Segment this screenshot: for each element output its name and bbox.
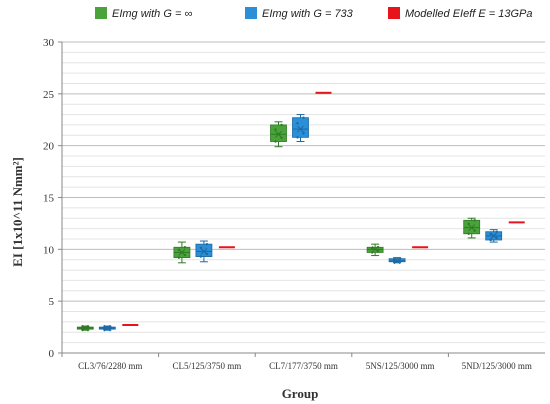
box-body <box>195 243 213 257</box>
data-point <box>302 116 305 119</box>
axes: 0 5 10 15 20 25 30 CL3/76/2280 mm CL5/125/3750 m… <box>43 37 545 371</box>
data-point <box>177 256 181 259</box>
mean-marker <box>81 324 89 332</box>
box-1-0 <box>98 324 116 332</box>
data-point <box>81 326 84 329</box>
data-point <box>177 248 181 252</box>
legend: EImg with G = ∞ EImg with G = 733 Modelled… <box>95 7 533 20</box>
data-point <box>376 246 380 249</box>
box-0-2 <box>270 121 287 148</box>
legend-label: EImg with G = 733 <box>262 8 354 20</box>
data-point <box>467 222 470 226</box>
box-1-4 <box>485 229 503 243</box>
data-point <box>103 326 106 329</box>
data-point <box>495 236 498 240</box>
data-point <box>205 252 209 256</box>
box-body <box>270 124 287 142</box>
x-tick-label: CL5/125/3750 mm <box>173 361 242 371</box>
data-point <box>370 251 374 254</box>
data-point <box>199 255 203 258</box>
box-1-2 <box>292 114 309 143</box>
legend-swatch <box>245 7 257 19</box>
mean-marker <box>468 224 476 231</box>
data-point <box>370 247 374 250</box>
x-tick-label: CL7/177/3750 mm <box>269 361 338 371</box>
data-point <box>183 246 187 249</box>
y-tick-label: 10 <box>43 244 55 256</box>
legend-label: Modelled EIeff E = 13GPa <box>405 8 533 20</box>
y-tick-label: 30 <box>43 37 55 49</box>
data-point <box>274 140 277 143</box>
data-point <box>280 123 283 127</box>
data-point <box>467 232 470 235</box>
x-axis-title: Group <box>282 386 319 401</box>
box-1-3 <box>388 257 406 265</box>
data-point <box>473 219 476 222</box>
y-tick-label: 0 <box>49 348 55 360</box>
data-point <box>398 257 402 260</box>
data-point <box>296 122 299 125</box>
data-point <box>87 325 90 329</box>
data-marks <box>76 91 525 332</box>
data-point <box>296 136 299 139</box>
data-point <box>205 242 209 246</box>
legend-swatch <box>95 7 107 19</box>
mean-marker <box>297 125 304 133</box>
data-point <box>392 260 396 263</box>
box-0-3 <box>366 243 384 257</box>
data-point <box>280 136 283 140</box>
data-point <box>376 249 380 253</box>
data-point <box>274 128 277 131</box>
box-0-4 <box>463 217 481 239</box>
data-point <box>302 132 305 135</box>
data-point <box>398 260 402 263</box>
x-tick-label: 5NS/125/3000 mm <box>366 361 435 371</box>
data-point <box>109 325 112 329</box>
box-body <box>292 117 309 138</box>
box-1-1 <box>195 240 213 263</box>
y-tick-label: 20 <box>43 141 55 153</box>
box-0-1 <box>173 241 191 264</box>
y-tick-label: 15 <box>43 193 55 205</box>
legend-label: EImg with G = ∞ <box>112 8 192 20</box>
data-point <box>392 258 396 261</box>
data-point <box>495 230 498 233</box>
y-axis-title: EI [1x10^11 Nmm²] <box>10 157 25 267</box>
data-point <box>199 246 203 249</box>
y-tick-label: 25 <box>43 89 55 101</box>
box-0-0 <box>76 324 94 332</box>
legend-swatch <box>388 7 400 19</box>
y-tick-label: 5 <box>49 296 55 308</box>
mean-marker <box>103 324 111 332</box>
grid-lines <box>62 41 545 354</box>
data-point <box>183 253 187 257</box>
x-tick-label: CL3/76/2280 mm <box>78 361 142 371</box>
x-tick-label: 5ND/125/3000 mm <box>462 361 532 371</box>
mean-marker <box>275 130 282 138</box>
data-point <box>473 229 476 232</box>
data-point <box>489 238 492 242</box>
data-point <box>489 232 492 235</box>
